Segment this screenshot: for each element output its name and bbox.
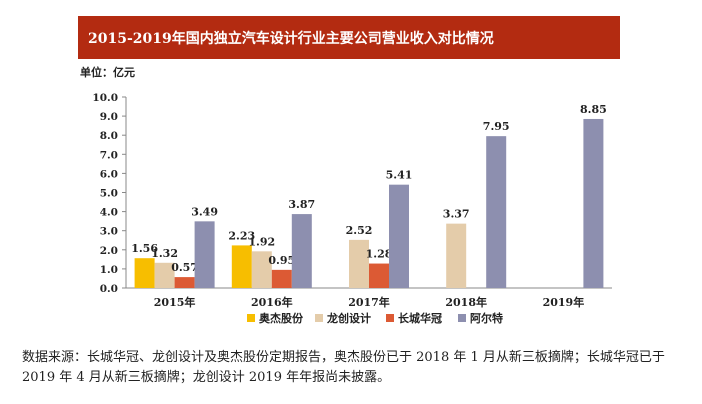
y-axis-unit-label: 单位：亿元 [80, 65, 135, 79]
bar-阿尔特-2018年 [486, 136, 507, 288]
bar-龙创设计-2018年 [446, 223, 467, 288]
x-tick-label: 2017年 [348, 295, 390, 309]
data-label: 2.52 [346, 224, 373, 237]
data-label: 2.23 [228, 229, 255, 242]
bar-长城华冠-2016年 [271, 269, 292, 288]
data-label: 1.92 [248, 235, 275, 248]
bar-chart: 单位：亿元 0.0 1.0 2.0 3.0 4.0 5.0 6.0 7.0 8.0 9.0 10.0 1… [80, 65, 612, 325]
bar-阿尔特-2016年 [291, 214, 312, 288]
data-label: 1.32 [151, 247, 178, 260]
data-label: 3.37 [443, 208, 470, 221]
legend-label: 长城华冠 [398, 311, 442, 325]
x-tick-label: 2018年 [445, 295, 487, 309]
source-note: 数据来源：长城华冠、龙创设计及奥杰股份定期报告，奥杰股份已于 2018 年 1 … [22, 350, 665, 385]
data-label: 3.49 [191, 205, 218, 218]
y-tick-label: 2.0 [100, 245, 118, 257]
data-label: 8.85 [580, 103, 607, 116]
chart-title: 2015-2019年国内独立汽车设计行业主要公司营业收入对比情况 [88, 31, 494, 47]
bar-奥杰股份-2016年 [231, 245, 252, 288]
legend-swatch-龙创设计 [315, 314, 323, 322]
y-tick-label: 4.0 [100, 207, 118, 219]
legend-swatch-奥杰股份 [247, 314, 255, 322]
data-label: 0.57 [171, 261, 198, 274]
x-tick-label: 2016年 [251, 295, 293, 309]
y-tick-label: 10.0 [92, 92, 118, 104]
data-label: 3.87 [288, 198, 315, 211]
y-tick-label: 9.0 [100, 111, 118, 123]
bar-龙创设计-2017年 [349, 239, 369, 288]
x-tick-label: 2015年 [154, 295, 196, 309]
y-tick-label: 7.0 [100, 149, 118, 161]
data-label: 5.41 [386, 169, 413, 182]
bar-长城华冠-2017年 [369, 263, 389, 288]
y-tick-label: 5.0 [100, 188, 118, 200]
data-label: 1.28 [366, 248, 393, 261]
y-tick-label: 1.0 [100, 264, 118, 276]
bar-奥杰股份-2015年 [134, 258, 155, 288]
y-tick-label: 3.0 [100, 226, 118, 238]
x-tick-label: 2019年 [543, 295, 585, 309]
legend-label: 奥杰股份 [258, 311, 304, 325]
bar-龙创设计-2015年 [154, 262, 175, 288]
y-tick-label: 0.0 [100, 283, 118, 295]
data-label: 1.56 [131, 242, 158, 255]
legend-swatch-长城华冠 [386, 314, 394, 322]
y-tick-label: 6.0 [100, 168, 118, 180]
bar-长城华冠-2015年 [174, 277, 195, 288]
bar-阿尔特-2019年 [583, 118, 604, 288]
data-label: 0.95 [268, 254, 295, 267]
bar-阿尔特-2015年 [194, 221, 215, 288]
y-tick-label: 8.0 [100, 130, 118, 142]
chart-title-bar: 2015-2019年国内独立汽车设计行业主要公司营业收入对比情况 [78, 16, 620, 59]
legend-label: 阿尔特 [470, 311, 503, 325]
bar-龙创设计-2016年 [251, 251, 272, 288]
legend-label: 龙创设计 [326, 311, 371, 325]
legend-swatch-阿尔特 [458, 314, 466, 322]
data-label: 7.95 [483, 120, 510, 133]
bar-阿尔特-2017年 [389, 184, 409, 288]
